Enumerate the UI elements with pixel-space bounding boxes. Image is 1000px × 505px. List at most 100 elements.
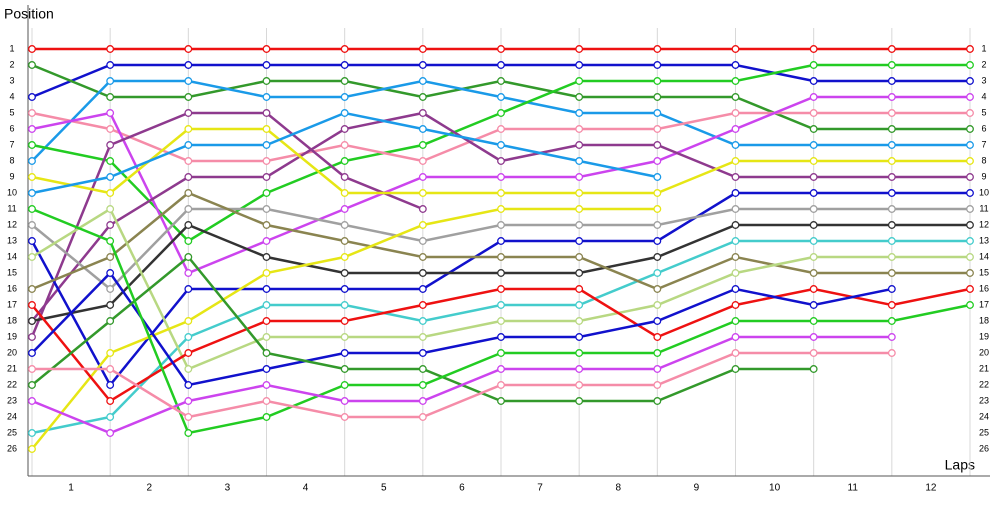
position-marker bbox=[184, 221, 193, 229]
y-tick-label: 24 bbox=[7, 411, 17, 421]
y-tick-label-right: 18 bbox=[979, 315, 989, 325]
position-marker bbox=[418, 349, 427, 357]
position-marker bbox=[887, 109, 896, 117]
position-marker bbox=[106, 189, 115, 197]
position-marker bbox=[340, 77, 349, 85]
position-marker bbox=[28, 141, 36, 149]
position-marker bbox=[106, 173, 115, 181]
position-marker bbox=[653, 93, 662, 101]
position-marker bbox=[653, 301, 662, 309]
position-marker bbox=[418, 301, 427, 309]
position-marker bbox=[887, 349, 896, 357]
position-marker bbox=[575, 253, 584, 261]
position-line bbox=[31, 271, 893, 387]
position-marker bbox=[418, 253, 427, 261]
position-marker bbox=[887, 141, 896, 149]
y-tick-label-right: 10 bbox=[979, 187, 989, 197]
position-marker bbox=[887, 317, 896, 325]
x-tick-label: 4 bbox=[303, 483, 309, 494]
position-marker bbox=[340, 269, 349, 277]
y-axis-label: Position bbox=[4, 6, 54, 22]
position-marker bbox=[262, 413, 271, 421]
position-marker bbox=[575, 365, 584, 373]
position-marker bbox=[106, 397, 115, 405]
position-marker bbox=[966, 93, 974, 101]
y-tick-label: 15 bbox=[7, 267, 17, 277]
position-marker bbox=[809, 141, 818, 149]
position-marker bbox=[966, 173, 974, 181]
position-marker bbox=[966, 301, 974, 309]
y-tick-label-right: 11 bbox=[979, 203, 988, 213]
position-marker bbox=[575, 109, 584, 117]
position-marker bbox=[809, 189, 818, 197]
x-tick-label: 7 bbox=[537, 483, 543, 494]
position-marker bbox=[262, 397, 271, 405]
position-marker bbox=[497, 45, 505, 53]
y-tick-label: 14 bbox=[7, 251, 17, 261]
position-marker bbox=[262, 157, 271, 165]
position-marker bbox=[809, 173, 818, 181]
position-marker bbox=[497, 77, 505, 85]
position-marker bbox=[809, 301, 818, 309]
position-marker bbox=[809, 221, 818, 229]
position-marker bbox=[340, 61, 349, 69]
y-tick-label: 20 bbox=[7, 347, 17, 357]
position-marker bbox=[340, 157, 349, 165]
position-marker bbox=[653, 45, 662, 53]
position-marker bbox=[887, 221, 896, 229]
y-tick-label: 18 bbox=[7, 315, 17, 325]
position-marker bbox=[887, 237, 896, 245]
position-marker bbox=[575, 285, 584, 293]
position-marker bbox=[262, 349, 271, 357]
position-marker bbox=[887, 61, 896, 69]
position-marker bbox=[575, 157, 584, 165]
position-marker bbox=[184, 317, 193, 325]
position-marker bbox=[497, 173, 505, 181]
position-marker bbox=[731, 109, 740, 117]
position-marker bbox=[653, 205, 662, 213]
position-marker bbox=[418, 365, 427, 373]
position-marker bbox=[731, 77, 740, 85]
position-marker bbox=[887, 333, 896, 341]
position-marker bbox=[497, 397, 505, 405]
position-marker bbox=[340, 413, 349, 421]
y-tick-label: 11 bbox=[7, 203, 16, 213]
position-marker bbox=[497, 349, 505, 357]
y-tick-label-right: 14 bbox=[979, 251, 989, 261]
position-marker bbox=[184, 93, 193, 101]
position-marker bbox=[28, 333, 36, 341]
position-marker bbox=[731, 317, 740, 325]
y-tick-label: 26 bbox=[7, 443, 17, 453]
position-marker bbox=[809, 157, 818, 165]
x-tick-label: 3 bbox=[225, 483, 231, 494]
position-marker bbox=[184, 285, 193, 293]
y-tick-label: 2 bbox=[9, 59, 14, 69]
position-marker bbox=[887, 45, 896, 53]
position-marker bbox=[262, 77, 271, 85]
position-marker bbox=[340, 317, 349, 325]
position-marker bbox=[575, 45, 584, 53]
position-marker bbox=[653, 333, 662, 341]
position-marker bbox=[887, 301, 896, 309]
position-marker bbox=[887, 93, 896, 101]
position-marker bbox=[340, 45, 349, 53]
y-tick-label: 23 bbox=[7, 395, 17, 405]
y-tick-label: 10 bbox=[7, 187, 17, 197]
y-tick-label: 25 bbox=[7, 427, 17, 437]
position-marker bbox=[28, 253, 36, 261]
position-line bbox=[30, 111, 424, 338]
position-marker bbox=[340, 173, 349, 181]
position-marker bbox=[809, 317, 818, 325]
position-marker bbox=[262, 141, 271, 149]
position-marker bbox=[653, 61, 662, 69]
position-marker bbox=[28, 349, 36, 357]
position-marker bbox=[731, 333, 740, 341]
position-marker bbox=[653, 349, 662, 357]
position-marker bbox=[731, 173, 740, 181]
position-marker bbox=[653, 77, 662, 85]
y-tick-label: 1 bbox=[9, 43, 14, 53]
position-marker bbox=[106, 93, 115, 101]
position-marker bbox=[575, 349, 584, 357]
position-marker bbox=[653, 125, 662, 133]
